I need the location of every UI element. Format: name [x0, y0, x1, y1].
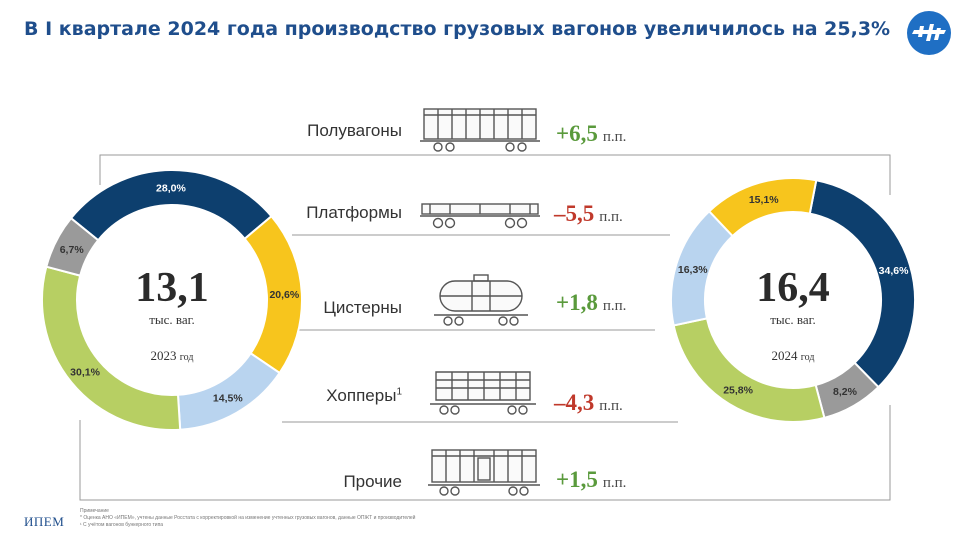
change-gondola: +6,5 п.п. — [556, 121, 626, 147]
change-unit: п.п. — [602, 298, 627, 314]
footnote-1: * Оценка АНО «ИПЕМ», учтены данные Росст… — [80, 515, 416, 521]
footnotes: Примечание * Оценка АНО «ИПЕМ», учтены д… — [80, 508, 415, 529]
change-value: +6,5 — [556, 121, 598, 146]
change-unit: п.п. — [599, 209, 623, 225]
donut-2023-slice-label-2: 14,5% — [213, 393, 243, 405]
total-2023-unit: тыс. ваг. — [149, 312, 195, 327]
change-hopper: –4,3 п.п. — [554, 390, 623, 416]
total-2024-unit: тыс. ваг. — [770, 312, 816, 327]
gondola-car-icon — [420, 108, 540, 152]
donut-2023-slice-4 — [45, 216, 100, 277]
change-tank: +1,8 п.п. — [556, 290, 626, 316]
change-unit: п.п. — [602, 475, 627, 491]
flatcar-icon — [420, 203, 540, 229]
connector-top — [99, 154, 891, 195]
year-2024-value: 2024 — [771, 348, 798, 363]
donut-2024-slice-label-0: 34,6% — [879, 265, 909, 277]
total-2023: 13,1 тыс. ваг. 2023 год — [97, 266, 247, 364]
footnote-heading: Примечание — [80, 508, 109, 514]
category-label-hopper: Хопперы1 — [232, 386, 402, 406]
change-other: +1,5 п.п. — [556, 467, 626, 493]
footnote-2: ¹ С учётом вагонов бункерного типа — [80, 522, 164, 528]
page-title: В I квартале 2024 года производство груз… — [24, 18, 891, 40]
category-label-gondola: Полувагоны — [307, 121, 402, 140]
year-2023-suffix: год — [179, 352, 194, 363]
total-2023-value: 13,1 — [135, 265, 209, 311]
year-2024-suffix: год — [800, 352, 815, 363]
donut-2024: 34,6% 8,2% 25,8% 16,3% 15,1% — [670, 177, 916, 423]
year-2023: 2023 год — [97, 348, 247, 364]
donut-2024-slice-label-1: 8,2% — [833, 386, 858, 398]
donut-2024-slice-4 — [707, 177, 818, 238]
change-unit: п.п. — [599, 398, 623, 414]
total-2024: 16,4 тыс. ваг. 2024 год — [718, 266, 868, 364]
donut-2023-slice-label-3: 30,1% — [70, 366, 100, 378]
footer-brand: ИПЕМ — [24, 514, 65, 529]
change-value: –5,5 — [554, 201, 595, 226]
category-label-flatcar: Платформы — [306, 203, 402, 222]
change-flatcar: –5,5 п.п. — [554, 201, 623, 227]
tank-car-icon — [434, 274, 528, 326]
connector-lines — [79, 154, 891, 501]
year-2023-value: 2023 — [150, 348, 177, 363]
boxcar-icon — [428, 449, 540, 496]
change-value: +1,5 — [556, 467, 598, 492]
change-value: +1,8 — [556, 290, 598, 315]
donut-2023: 28,0% 20,6% 14,5% 30,1% 6,7% — [41, 169, 303, 431]
category-label-tank: Цистерны — [323, 298, 402, 317]
category-label-hopper-text: Хопперы — [326, 386, 397, 405]
category-label-other: Прочие — [343, 472, 402, 491]
year-2024: 2024 год — [718, 348, 868, 364]
donut-2024-slice-label-4: 15,1% — [749, 194, 779, 206]
donut-2023-slice-label-1: 20,6% — [269, 289, 299, 301]
ipem-logo-icon — [907, 11, 951, 55]
donut-2024-slice-label-2: 25,8% — [723, 385, 753, 397]
donut-2023-slice-label-4: 6,7% — [60, 244, 85, 256]
total-2024-value: 16,4 — [756, 265, 830, 311]
donut-2024-slice-label-3: 16,3% — [678, 264, 708, 276]
change-value: –4,3 — [554, 390, 595, 415]
change-unit: п.п. — [602, 129, 627, 145]
category-label-hopper-footnote: 1 — [396, 386, 402, 398]
hopper-car-icon — [430, 371, 536, 415]
connector-bottom — [79, 405, 891, 501]
donut-2023-slice-label-0: 28,0% — [156, 183, 186, 195]
